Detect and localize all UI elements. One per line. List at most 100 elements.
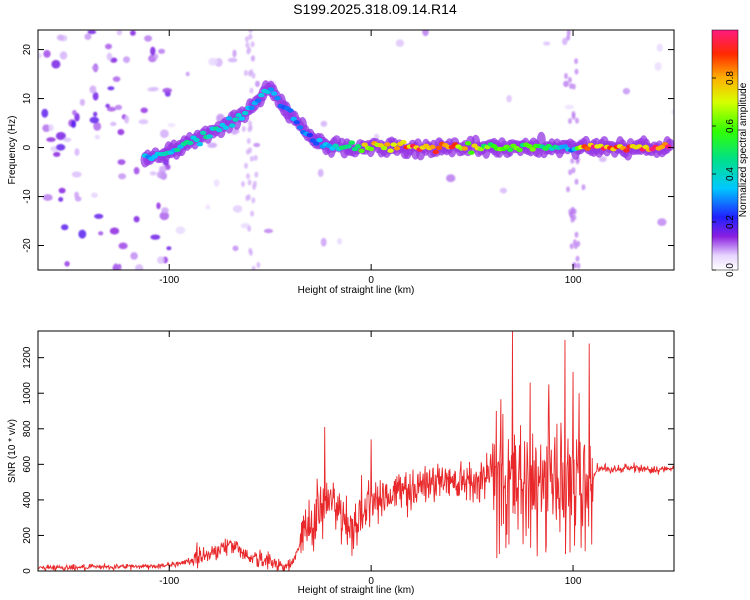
spectrogram-noise-cell	[213, 179, 220, 187]
spectrogram-y-ticks: 20 10 0 -10 -20	[22, 44, 674, 253]
y-tick-label: 600	[22, 456, 33, 473]
spectrogram-noise-cell	[42, 124, 51, 132]
spectrogram-noise-cell	[566, 34, 571, 41]
spectrogram-noise-cell	[247, 179, 252, 186]
spectrogram-noise-cell	[114, 104, 123, 110]
spectrogram-noise-cell	[112, 263, 119, 270]
spectrogram-ridge-cell	[345, 144, 352, 149]
spectrogram-noise-cell	[250, 41, 255, 48]
spectrogram-noise-cell	[91, 192, 98, 198]
spectrogram-noise-cell	[117, 129, 125, 136]
spectrogram-noise-cell	[84, 33, 92, 40]
spectrogram-noise-cell	[232, 49, 237, 58]
spectrogram-noise-cell	[92, 65, 99, 71]
spectrogram-noise-cell	[246, 138, 251, 144]
spectrogram-noise-cell	[150, 46, 156, 56]
spectrogram-noise-cell	[581, 184, 586, 191]
spectrogram-noise-cell	[255, 80, 260, 88]
spectrogram-noise-cell	[656, 43, 663, 52]
spectrogram-noise-cell	[150, 234, 161, 240]
spectrogram-noise-cell	[64, 261, 70, 267]
spectrogram-noise-cell	[567, 76, 572, 83]
spectrogram-noise-cell	[499, 187, 507, 194]
spectrogram-noise-cell	[670, 109, 674, 115]
spectrogram-noise-cell	[208, 57, 219, 66]
spectrogram-ridge-cell	[248, 105, 255, 111]
spectrogram-noise-cell	[74, 148, 80, 156]
spectrogram-ridge-cell	[367, 146, 375, 152]
spectrogram-noise-cell	[575, 117, 579, 124]
spectrogram-noise-cell	[247, 225, 252, 232]
spectrogram-noise-cell	[109, 227, 120, 235]
spectrogram-noise-cell	[506, 95, 512, 103]
spectrogram-noise-cell	[56, 34, 64, 41]
spectrogram-ridge-cell	[623, 148, 630, 153]
x-tick-label: 0	[368, 576, 374, 587]
spectrogram-noise-cell	[566, 30, 571, 36]
spectrogram-noise-cell	[58, 197, 64, 202]
y-tick-label: 1200	[22, 346, 33, 369]
spectrogram-noise-cell	[43, 50, 51, 58]
spectrogram-noise-cell	[253, 154, 258, 161]
spectrogram-ridge-cell	[526, 144, 533, 149]
y-tick-label: 20	[22, 44, 33, 56]
spectrogram-noise-cell	[106, 106, 117, 112]
spectrogram-noise-cell	[156, 202, 161, 210]
spectrogram-noise-cell	[562, 37, 568, 46]
spectrogram-noise-cell	[657, 218, 667, 227]
spectrogram-noise-cell	[59, 51, 68, 60]
spectrogram-noise-cell	[118, 173, 127, 180]
spectrogram-noise	[38, 30, 674, 270]
spectrogram-ridge-cell	[387, 148, 394, 153]
spectrogram-noise-cell	[153, 53, 159, 60]
snr-series-line	[38, 331, 674, 571]
spectrogram-noise-cell	[87, 30, 97, 35]
spectrogram-noise-cell	[89, 85, 97, 94]
spectrogram-ridge-cell	[290, 116, 297, 122]
spectrogram-ridge-cell	[665, 144, 672, 149]
spectrogram-noise-cell	[53, 151, 61, 157]
spectrogram-noise-cell	[48, 124, 54, 132]
spectrogram-noise-cell	[563, 80, 569, 88]
spectrogram-noise-cell	[422, 30, 429, 37]
spectrogram-noise-cell	[124, 115, 130, 124]
spectrogram-noise-cell	[144, 35, 153, 42]
spectrogram-noise-cell	[133, 216, 140, 223]
spectrogram-noise-cell	[38, 52, 42, 59]
spectrogram-y-axis-label: Frequency (Hz)	[7, 116, 18, 185]
spectrogram-noise-cell	[564, 73, 568, 79]
spectrogram-ridge-cell	[238, 116, 246, 121]
spectrogram-ridge-cell	[316, 137, 323, 143]
spectrogram-ridge-cell	[468, 150, 475, 155]
spectrogram-noise-cell	[253, 142, 261, 148]
y-tick-label: 1000	[22, 382, 33, 405]
spectrogram-noise-cell	[117, 159, 126, 165]
x-tick-label: 100	[565, 576, 582, 587]
spectrogram-noise-cell	[571, 113, 576, 120]
spectrogram-ridge-cell	[380, 145, 388, 151]
spectrogram-ridge-cell	[200, 130, 207, 135]
spectrogram-noise-cell	[138, 119, 149, 125]
spectrogram-noise-cell	[232, 245, 239, 252]
spectrogram-ridge-cell	[348, 140, 355, 145]
spectrogram-x-ticks: -100 0 100	[159, 30, 582, 286]
spectrogram-noise-cell	[55, 144, 66, 151]
spectrogram-noise-cell	[566, 186, 570, 193]
spectrogram-noise-cell	[543, 41, 551, 46]
spectrogram-noise-cell	[245, 42, 250, 49]
spectrogram-noise-cell	[112, 76, 121, 82]
spectrogram-noise-cell	[89, 116, 100, 124]
spectrogram-noise-cell	[251, 55, 256, 62]
spectrogram-ridge-cell	[464, 141, 472, 146]
spectrogram-frame	[37, 29, 675, 271]
spectrogram-ridge-cell	[258, 93, 265, 98]
snr-y-axis-label: SNR (10 * v/v)	[7, 419, 18, 483]
spectrogram-noise-cell	[263, 228, 274, 234]
spectrogram-noise-cell	[74, 191, 79, 199]
spectrogram-noise-cell	[246, 194, 251, 201]
y-tick-label: 800	[22, 420, 33, 437]
spectrogram-noise-cell	[250, 210, 255, 217]
spectrogram-noise-cell	[248, 33, 253, 40]
colorbar-tick-label: 0.8	[725, 71, 736, 85]
